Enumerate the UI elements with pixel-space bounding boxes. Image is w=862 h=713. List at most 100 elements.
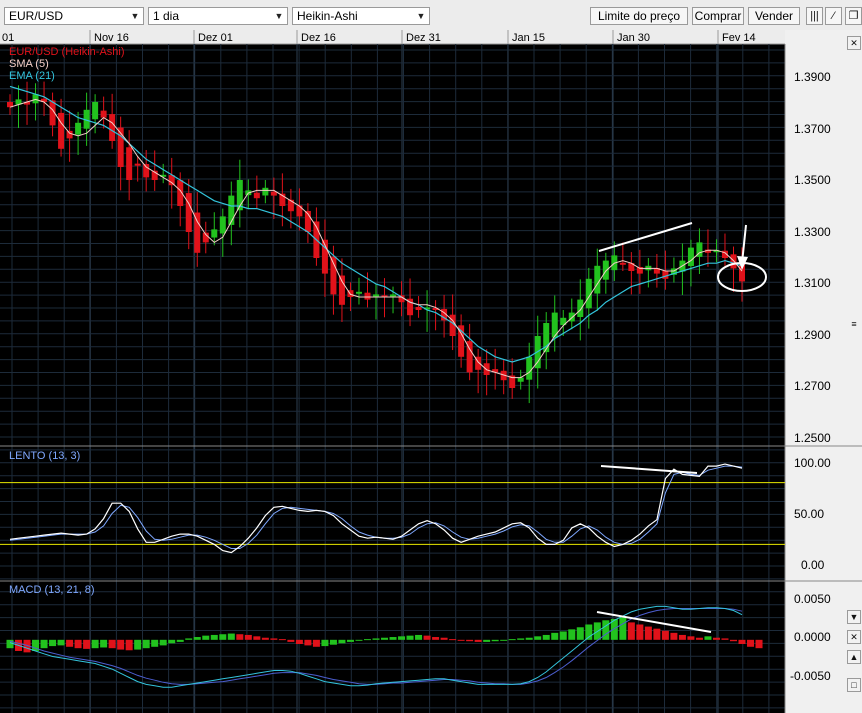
macd-histogram-bar xyxy=(389,637,397,640)
macd-histogram-bar xyxy=(406,635,414,640)
bar-style-icon[interactable]: ||| xyxy=(806,7,823,25)
bull-candle xyxy=(696,242,703,257)
date-label: Nov 16 xyxy=(94,32,129,44)
detach-window-icon[interactable]: ❐ xyxy=(845,7,862,25)
bull-candle xyxy=(551,312,558,338)
macd-histogram-bar xyxy=(168,639,176,644)
legend-heikin-ashi: EUR/USD (Heikin-Ashi) xyxy=(9,46,125,58)
macd-tick: 0.0050 xyxy=(794,592,831,606)
macd-histogram-bar xyxy=(295,639,303,644)
macd-panel-plot xyxy=(6,605,763,688)
ema-line xyxy=(9,85,743,363)
macd-signal-line xyxy=(9,608,743,685)
bull-candle xyxy=(594,265,601,294)
scroll-down-icon[interactable]: ▼ xyxy=(847,610,861,624)
scroll-up-icon[interactable]: ▲ xyxy=(847,650,861,664)
bear-candle xyxy=(739,261,745,282)
price-tick: 1.2900 xyxy=(794,328,831,342)
macd-histogram-bar xyxy=(57,639,65,646)
macd-histogram-bar xyxy=(355,639,363,641)
legend-macd: MACD (13, 21, 8) xyxy=(9,584,95,596)
bear-candle xyxy=(185,193,192,232)
bear-candle xyxy=(407,298,414,316)
symbol-select[interactable]: EUR/USD ▼ xyxy=(4,7,144,25)
macd-histogram-bar xyxy=(525,637,533,640)
macd-histogram-bar xyxy=(6,639,14,649)
bear-candle xyxy=(415,306,422,310)
macd-histogram-bar xyxy=(747,639,755,647)
stochastic-tick: 50.00 xyxy=(794,507,824,521)
chart-style-select[interactable]: Heikin-Ashi ▼ xyxy=(292,7,430,25)
macd-histogram-bar xyxy=(117,639,125,650)
interval-select[interactable]: 1 dia ▼ xyxy=(148,7,288,25)
macd-histogram-bar xyxy=(508,639,516,641)
macd-histogram-bar xyxy=(576,627,584,640)
bull-candle xyxy=(373,294,379,297)
macd-histogram-bar xyxy=(270,638,278,640)
sell-button[interactable]: Vender xyxy=(748,7,800,25)
stochastic-panel-plot xyxy=(9,463,743,554)
macd-histogram-bar xyxy=(627,622,635,640)
macd-histogram-bar xyxy=(193,637,201,640)
macd-histogram-bar xyxy=(372,638,380,640)
close-panel-icon[interactable]: ✕ xyxy=(847,630,861,644)
price-limit-button[interactable]: Limite do preço xyxy=(590,7,688,25)
chart-area[interactable]: 01 Nov 16 Dez 01 Dez 16 Dez 31 Jan 15 Ja… xyxy=(0,30,862,713)
bear-candle xyxy=(466,341,473,373)
date-label: 01 xyxy=(2,32,14,44)
bear-candle xyxy=(109,114,116,141)
macd-histogram-bar xyxy=(49,639,57,647)
expand-icon[interactable]: □ xyxy=(847,678,861,692)
buy-button[interactable]: Comprar xyxy=(692,7,744,25)
macd-histogram-bar xyxy=(338,639,346,644)
macd-histogram-bar xyxy=(244,634,252,640)
interval-value: 1 dia xyxy=(153,9,180,23)
bull-candle xyxy=(585,278,592,309)
bull-candle xyxy=(228,195,235,225)
macd-histogram-bar xyxy=(678,634,686,640)
bull-candle xyxy=(577,299,584,318)
stochastic-axis: 100.00 50.00 0.00 xyxy=(794,456,831,572)
date-axis: 01 Nov 16 Dez 01 Dez 16 Dez 31 Jan 15 Ja… xyxy=(0,30,785,45)
date-label: Dez 01 xyxy=(198,32,233,44)
macd-histogram-bar xyxy=(227,633,235,640)
macd-histogram-bar xyxy=(32,639,40,651)
close-panel-icon[interactable]: ✕ xyxy=(847,36,861,50)
stochastic-tick: 0.00 xyxy=(801,558,825,572)
macd-histogram-bar xyxy=(159,639,167,646)
date-label: Dez 16 xyxy=(301,32,336,44)
bear-candle xyxy=(41,98,48,102)
stochastic-tick: 100.00 xyxy=(794,456,831,470)
bull-candle xyxy=(390,294,397,297)
macd-histogram-bar xyxy=(755,639,763,649)
bear-candle xyxy=(338,275,345,305)
macd-histogram-bar xyxy=(134,639,142,650)
bear-candle xyxy=(7,102,13,108)
grid xyxy=(0,44,785,713)
toolbar: EUR/USD ▼ 1 dia ▼ Heikin-Ashi ▼ Limite d… xyxy=(0,0,862,31)
macd-histogram-bar xyxy=(712,637,720,640)
macd-histogram-bar xyxy=(474,639,482,642)
bear-candle xyxy=(509,375,516,388)
bull-candle xyxy=(92,102,99,120)
symbol-value: EUR/USD xyxy=(9,9,64,23)
macd-histogram-bar xyxy=(704,636,712,640)
macd-histogram-bar xyxy=(559,631,567,640)
bear-candle xyxy=(270,191,277,196)
draw-line-icon[interactable]: ⁄ xyxy=(825,7,842,25)
macd-histogram-bar xyxy=(423,635,431,640)
trend-line xyxy=(600,465,698,474)
price-tick: 1.3100 xyxy=(794,276,831,290)
macd-histogram-bar xyxy=(636,624,644,640)
bear-candle xyxy=(321,239,328,274)
macd-histogram-bar xyxy=(687,636,695,640)
macd-histogram-bar xyxy=(466,639,474,642)
price-tick: 1.3500 xyxy=(794,173,831,187)
bear-candle xyxy=(279,193,286,206)
chevron-down-icon: ▼ xyxy=(274,11,284,21)
bear-candle xyxy=(151,170,158,180)
drag-handle-icon[interactable]: ≡ xyxy=(851,319,857,329)
macd-histogram-bar xyxy=(517,638,525,640)
bear-candle xyxy=(619,262,626,265)
chevron-down-icon: ▼ xyxy=(130,11,140,21)
